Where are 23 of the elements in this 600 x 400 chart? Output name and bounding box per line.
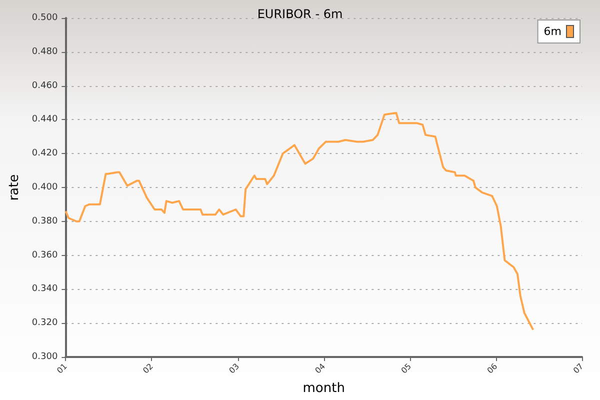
y-tick-label: 0.400	[32, 182, 58, 192]
y-tick-label: 0.440	[32, 114, 58, 125]
y-tick-label: 0.340	[32, 284, 58, 294]
y-tick-label: 0.460	[32, 80, 58, 91]
legend-label: 6m	[544, 25, 562, 38]
y-tick-label: 0.360	[32, 250, 58, 260]
x-tick-label: 03	[227, 362, 241, 376]
line-series	[64, 112, 534, 331]
x-tick-label: 05	[400, 362, 414, 376]
x-tick-label: 01	[55, 362, 69, 376]
y-tick-label: 0.380	[32, 216, 58, 226]
y-tick-label: 0.300	[32, 352, 58, 362]
y-axis-title: rate	[7, 174, 22, 201]
chart-title: EURIBOR - 6m	[257, 7, 343, 21]
y-tick-label: 0.420	[32, 148, 58, 159]
x-tick-label: 02	[141, 362, 155, 376]
y-tick-label: 0.480	[32, 46, 58, 57]
y-tick-label: 0.320	[32, 318, 58, 328]
x-tick-label: 04	[313, 362, 328, 376]
x-axis-title: month	[302, 381, 345, 396]
x-tick-label: 06	[486, 362, 500, 376]
y-tick-label: 0.500	[32, 13, 58, 23]
x-tick-label: 07	[572, 362, 586, 376]
